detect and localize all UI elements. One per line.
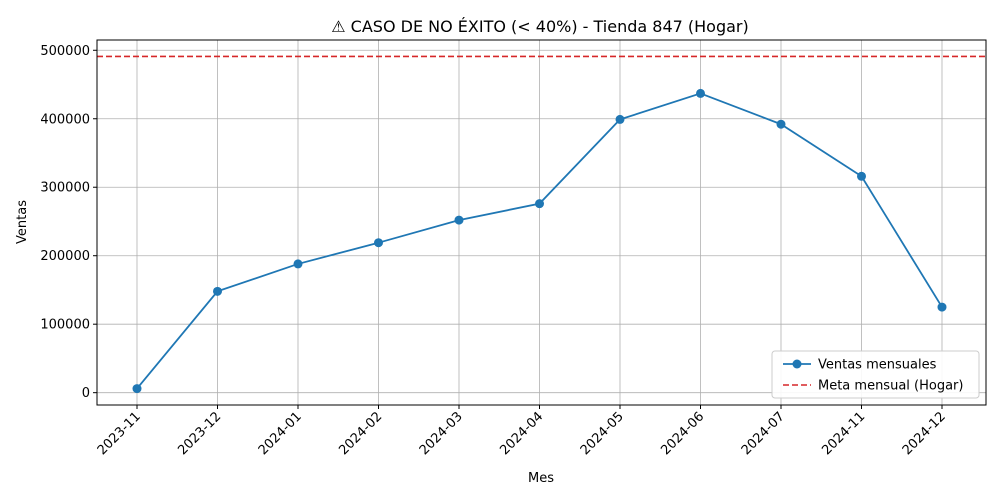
axes-frame	[96, 39, 987, 406]
legend-series-label: Ventas mensuales	[818, 358, 937, 373]
x-tick-label: 2024-12	[900, 409, 949, 458]
data-point	[857, 171, 866, 181]
data-point	[535, 199, 544, 209]
y-axis-ticks: 0 100000 200000 300000 400000 500000	[40, 44, 97, 401]
x-tick-label: 2024-11	[819, 409, 868, 458]
x-tick-label: 2024-03	[417, 409, 466, 458]
x-tick-label: 2024-07	[739, 409, 788, 458]
legend-series-marker	[792, 359, 802, 369]
x-tick-label: 2024-04	[497, 409, 546, 458]
y-tick-label: 100000	[40, 318, 90, 333]
y-tick-label: 500000	[40, 44, 90, 59]
data-point	[696, 88, 705, 98]
legend-reference-label: Meta mensual (Hogar)	[818, 379, 963, 394]
grid	[97, 40, 986, 405]
legend: Ventas mensuales Meta mensual (Hogar)	[771, 350, 980, 399]
y-axis-label: Ventas	[15, 200, 30, 244]
x-axis-ticks: 2023-11 2023-12 2024-01 2024-02 2024-03 2024-…	[95, 405, 949, 458]
x-tick-label: 2024-02	[336, 409, 385, 458]
y-tick-label: 300000	[40, 181, 90, 196]
data-point	[213, 286, 222, 296]
series-layer	[132, 88, 947, 394]
data-point	[776, 119, 786, 129]
chart-title: ⚠ CASO DE NO ÉXITO (< 40%) - Tienda 847 …	[331, 17, 749, 36]
data-point	[937, 302, 947, 312]
data-point	[293, 259, 303, 269]
x-tick-label: 2024-01	[256, 409, 305, 458]
x-tick-label: 2023-12	[175, 409, 224, 458]
x-tick-label: 2024-05	[578, 409, 627, 458]
legend-box	[771, 350, 980, 399]
data-point	[615, 114, 625, 124]
x-tick-label: 2024-06	[658, 409, 707, 458]
data-point	[132, 384, 142, 394]
x-tick-label: 2023-11	[95, 409, 144, 458]
y-tick-label: 400000	[40, 112, 90, 127]
data-point	[374, 238, 383, 248]
x-axis-label: Mes	[528, 471, 554, 486]
data-point	[454, 215, 464, 225]
y-tick-label: 0	[82, 386, 90, 401]
y-tick-label: 200000	[40, 249, 90, 264]
